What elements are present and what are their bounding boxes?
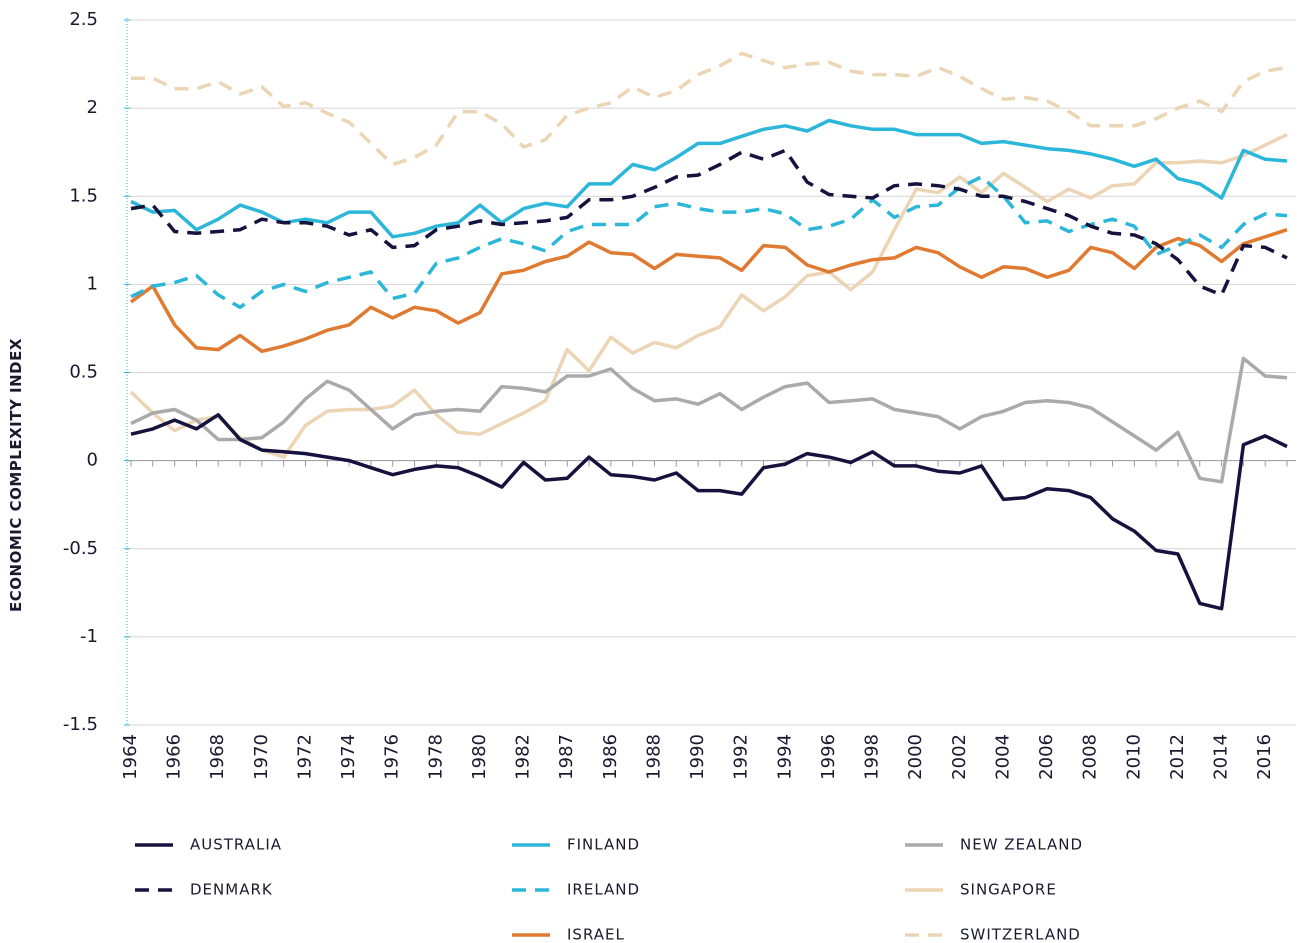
- x-tick-label: 2010: [1123, 734, 1144, 780]
- y-tick-label: -0.5: [63, 538, 98, 559]
- x-tick-label: 2014: [1211, 734, 1232, 780]
- legend-label: AUSTRALIA: [190, 836, 282, 854]
- x-tick-label: 1990: [687, 734, 708, 780]
- x-tick-label: 2008: [1080, 734, 1101, 780]
- series-line: [129, 228, 1288, 354]
- y-tick-label: -1.5: [63, 714, 98, 735]
- x-tick-label: 1988: [643, 734, 664, 780]
- x-tick-label: 1974: [338, 734, 359, 780]
- x-tick-label: 1970: [251, 734, 272, 780]
- x-tick-label: 2002: [949, 734, 970, 780]
- x-tick-label: 1966: [164, 734, 185, 780]
- legend-label: ISRAEL: [567, 926, 625, 943]
- x-tick-label: 1972: [294, 734, 315, 780]
- y-tick-label: 0.5: [69, 362, 98, 383]
- x-tick-label: 2012: [1167, 734, 1188, 780]
- x-tick-label: 1992: [731, 734, 752, 780]
- x-tick-label: 1980: [469, 734, 490, 780]
- series-line: [130, 148, 1288, 297]
- x-tick-label: 1987: [556, 734, 577, 780]
- x-tick-label: 1976: [382, 734, 403, 780]
- x-tick-label: 2006: [1036, 734, 1057, 780]
- x-tick-label: 1978: [425, 734, 446, 780]
- legend-label: IRELAND: [567, 881, 640, 899]
- y-tick-label: 2.5: [69, 9, 98, 30]
- series-line: [131, 51, 1288, 167]
- series-line: [130, 118, 1288, 239]
- x-tick-label: 1998: [862, 734, 883, 780]
- y-tick-label: 1.5: [69, 185, 98, 206]
- legend-label: SWITZERLAND: [960, 926, 1081, 943]
- legend-label: SINGAPORE: [960, 881, 1057, 899]
- y-tick-label: 1: [87, 273, 98, 294]
- series-line: [129, 133, 1288, 459]
- x-tick-label: 2016: [1254, 734, 1275, 780]
- x-tick-label: 2000: [905, 734, 926, 780]
- y-tick-label: 0: [87, 450, 98, 471]
- x-tick-label: 2004: [992, 734, 1013, 780]
- legend-label: NEW ZEALAND: [960, 836, 1083, 854]
- y-tick-label: -1: [80, 626, 98, 647]
- x-tick-label: 1964: [120, 734, 141, 780]
- series-line: [130, 356, 1288, 484]
- x-tick-label: 1982: [513, 734, 534, 780]
- y-tick-label: 2: [87, 97, 98, 118]
- legend-label: FINLAND: [567, 836, 640, 854]
- series-line: [130, 175, 1288, 310]
- y-axis-label: ECONOMIC COMPLEXITY INDEX: [7, 338, 25, 612]
- legend-label: DENMARK: [190, 881, 273, 899]
- x-tick-label: 1994: [774, 734, 795, 780]
- x-tick-label: 1968: [207, 734, 228, 780]
- series-line: [130, 413, 1288, 611]
- x-tick-label: 1986: [600, 734, 621, 780]
- x-tick-label: 1996: [818, 734, 839, 780]
